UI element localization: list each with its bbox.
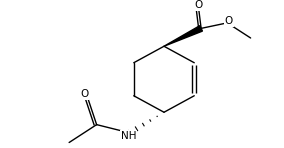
Polygon shape bbox=[164, 26, 202, 46]
Text: NH: NH bbox=[120, 131, 136, 141]
Text: O: O bbox=[80, 89, 88, 99]
Text: O: O bbox=[194, 0, 202, 10]
Text: O: O bbox=[224, 16, 233, 26]
